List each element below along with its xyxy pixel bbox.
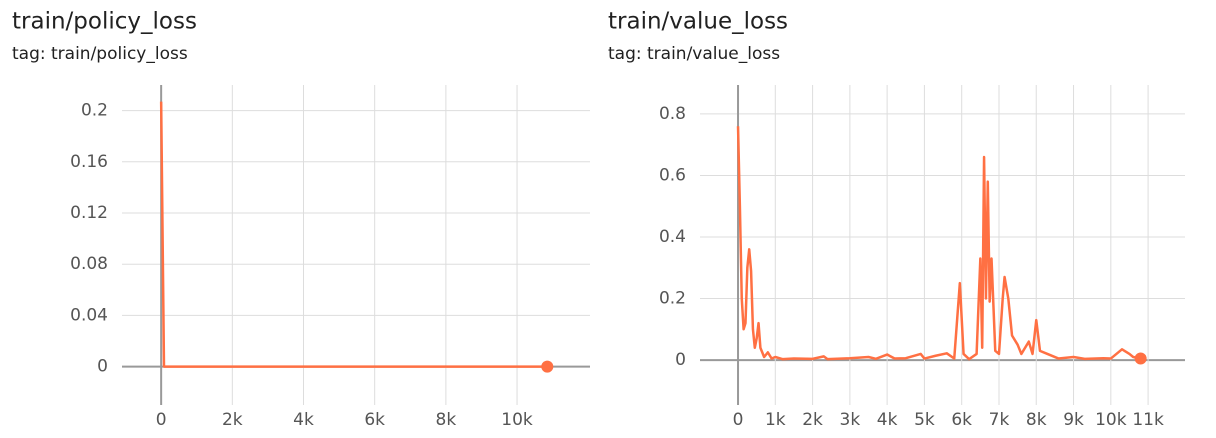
x-tick-label: 2k xyxy=(222,410,243,430)
x-tick-label: 8k xyxy=(436,410,457,430)
y-tick-label: 0.08 xyxy=(70,254,108,274)
x-tick-label: 7k xyxy=(989,410,1010,430)
y-tick-label: 0.04 xyxy=(70,305,108,325)
series-line xyxy=(159,101,548,368)
x-tick-label: 6k xyxy=(951,410,972,430)
y-tick-label: 0.6 xyxy=(659,165,686,185)
x-tick-label: 9k xyxy=(1063,410,1084,430)
x-tick-label: 5k xyxy=(914,410,935,430)
end-point xyxy=(1134,352,1147,365)
y-tick-label: 0.4 xyxy=(659,227,686,247)
y-tick-label: 0 xyxy=(97,357,108,377)
x-tick-label: 0 xyxy=(733,410,744,430)
x-tick-label: 2k xyxy=(802,410,823,430)
x-tick-label: 4k xyxy=(877,410,898,430)
y-tick-label: 0.12 xyxy=(70,203,108,223)
chart-title: train/value_loss xyxy=(608,9,788,35)
x-tick-label: 10k xyxy=(501,410,533,430)
y-tick-label: 0.2 xyxy=(81,101,108,121)
y-tick-label: 0.2 xyxy=(659,289,686,309)
x-tick-label: 0 xyxy=(156,410,167,430)
y-tick-label: 0.16 xyxy=(70,152,108,172)
end-point xyxy=(541,360,554,373)
y-tick-label: 0.8 xyxy=(659,104,686,124)
x-tick-label: 6k xyxy=(364,410,385,430)
x-tick-label: 10k xyxy=(1095,410,1127,430)
x-tick-label: 11k xyxy=(1132,410,1164,430)
chart-subtitle: tag: train/value_loss xyxy=(608,44,780,64)
x-tick-label: 4k xyxy=(293,410,314,430)
x-tick-label: 3k xyxy=(840,410,861,430)
series-line xyxy=(736,126,1141,361)
x-tick-label: 1k xyxy=(765,410,786,430)
x-tick-label: 8k xyxy=(1026,410,1047,430)
y-tick-label: 0 xyxy=(675,350,686,370)
chart-subtitle: tag: train/policy_loss xyxy=(12,44,188,64)
chart-title: train/policy_loss xyxy=(12,9,197,35)
